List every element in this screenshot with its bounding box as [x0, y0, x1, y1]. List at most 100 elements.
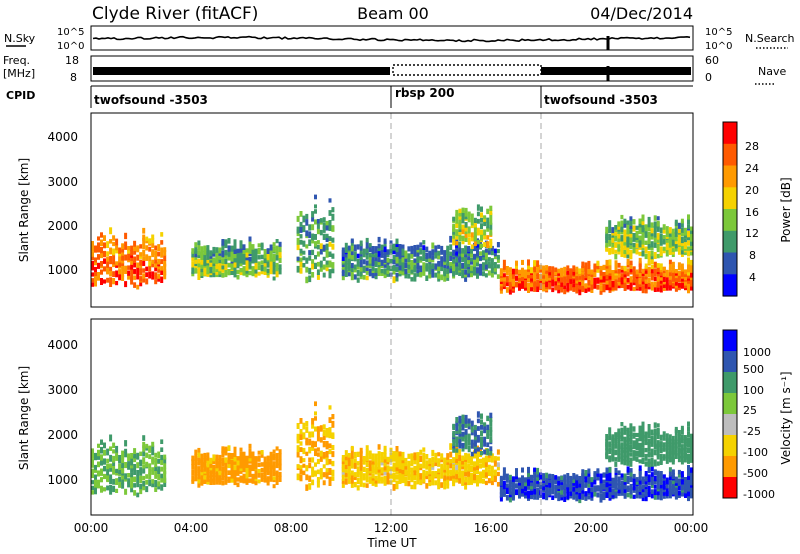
- power-cell: [91, 261, 94, 266]
- velocity-cell: [560, 485, 564, 491]
- velocity-cell: [139, 459, 143, 464]
- power-cell: [687, 214, 690, 220]
- velocity-cell: [200, 453, 204, 460]
- power-cell: [142, 260, 146, 266]
- velocity-cell: [245, 455, 249, 460]
- velocity-cell: [410, 474, 414, 482]
- power-cell: [464, 269, 468, 275]
- power-cell: [599, 265, 603, 271]
- power-cell: [677, 277, 681, 283]
- power-cell: [395, 238, 399, 245]
- power-cell: [647, 251, 651, 257]
- power-cell: [533, 287, 537, 292]
- power-cell: [446, 256, 450, 262]
- velocity-cell: [476, 463, 479, 470]
- power-cell: [530, 280, 533, 288]
- velocity-cell: [368, 450, 372, 455]
- power-cell: [224, 263, 228, 270]
- velocity-cell: [684, 489, 687, 494]
- velocity-colorbar-swatch: [723, 414, 737, 436]
- velocity-cell: [527, 476, 530, 483]
- velocity-cell: [687, 490, 690, 497]
- velocity-cell: [160, 439, 164, 444]
- velocity-cell: [215, 470, 219, 477]
- velocity-cell: [464, 429, 468, 435]
- velocity-cell: [302, 432, 306, 440]
- power-cell: [316, 244, 320, 250]
- velocity-cell: [272, 454, 276, 460]
- power-cell: [668, 227, 672, 234]
- velocity-cell: [383, 448, 387, 454]
- power-cell: [527, 286, 530, 291]
- power-cell: [470, 272, 473, 278]
- velocity-cell: [224, 471, 228, 478]
- power-cell: [551, 281, 555, 287]
- power-cell: [260, 260, 264, 265]
- power-cell: [254, 273, 258, 278]
- velocity-cell: [380, 452, 384, 458]
- power-cell: [476, 272, 479, 279]
- velocity-cell: [368, 471, 372, 476]
- power-cell: [632, 219, 636, 225]
- velocity-cell: [275, 462, 279, 469]
- power-cell: [350, 270, 354, 276]
- velocity-cell: [191, 479, 195, 484]
- velocity-cell: [473, 469, 476, 475]
- velocity-cell: [368, 460, 372, 465]
- velocity-cell: [404, 480, 408, 487]
- velocity-cell: [322, 441, 326, 448]
- velocity-cell: [215, 461, 219, 467]
- velocity-cell: [425, 460, 429, 467]
- velocity-cell: [275, 453, 279, 458]
- power-cell: [524, 272, 527, 279]
- velocity-cell: [638, 432, 642, 438]
- power-cell: [656, 275, 660, 282]
- velocity-cell: [668, 486, 672, 493]
- power-cell: [665, 240, 669, 247]
- velocity-cell: [311, 466, 315, 472]
- power-cell: [458, 208, 462, 213]
- power-cell: [398, 252, 402, 259]
- velocity-cell: [656, 470, 660, 476]
- power-cell: [455, 216, 459, 224]
- velocity-cell: [371, 480, 375, 486]
- power-cell: [473, 270, 476, 276]
- power-cell: [109, 257, 113, 265]
- cpid-segment-1: twofsound -3503: [94, 93, 208, 107]
- power-cell: [581, 272, 585, 279]
- power-cell: [242, 259, 246, 265]
- velocity-cell: [650, 429, 654, 435]
- power-cell: [431, 270, 435, 278]
- velocity-cell: [374, 453, 378, 461]
- velocity-cell: [581, 469, 585, 476]
- velocity-cell: [617, 456, 621, 462]
- power-cell: [581, 284, 585, 290]
- velocity-cell: [656, 495, 660, 500]
- velocity-cell: [233, 479, 237, 486]
- power-cell: [251, 270, 255, 277]
- velocity-cell: [511, 476, 515, 482]
- velocity-cell: [251, 466, 255, 472]
- velocity-cell: [224, 457, 228, 463]
- power-cell: [605, 281, 609, 289]
- velocity-cell: [515, 476, 518, 483]
- power-cell: [668, 231, 672, 237]
- velocity-cell: [365, 454, 369, 462]
- velocity-cell: [431, 470, 435, 477]
- power-cell: [395, 251, 399, 257]
- power-cell: [677, 222, 681, 229]
- power-cell: [599, 288, 603, 295]
- x-axis-label: Time UT: [366, 536, 417, 550]
- power-cell: [302, 240, 306, 247]
- power-cell: [554, 284, 558, 291]
- power-cell: [641, 268, 645, 274]
- power-cell: [331, 237, 335, 243]
- power-cell: [644, 263, 648, 269]
- velocity-cell: [440, 453, 444, 460]
- velocity-cell: [638, 469, 642, 475]
- power-cell: [212, 252, 216, 257]
- power-cell: [470, 244, 474, 249]
- velocity-cell: [133, 490, 137, 496]
- power-cell: [644, 283, 648, 289]
- velocity-cell: [656, 427, 660, 434]
